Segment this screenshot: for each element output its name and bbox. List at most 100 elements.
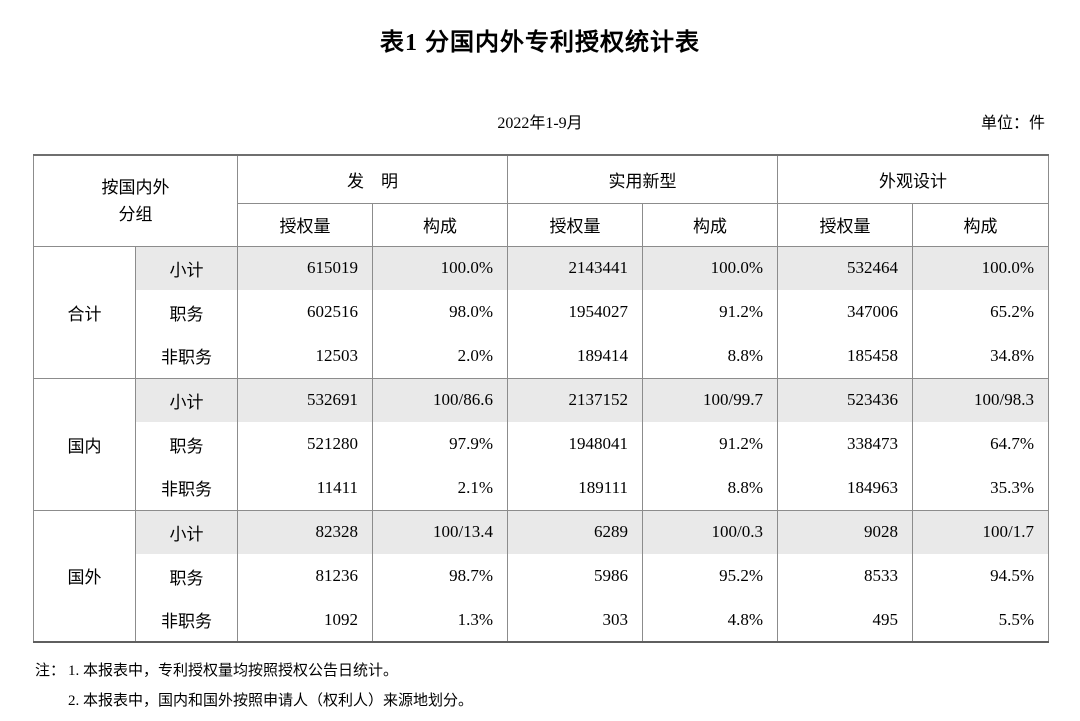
table-row: 非职务 12503 2.0% 189414 8.8% 185458 34.8% [34, 334, 1049, 378]
footnote-2: 2. 本报表中，国内和国外按照申请人（权利人）来源地划分。 [35, 686, 1080, 716]
cell-value: 100/1.7 [912, 509, 1049, 554]
col-utility-grants: 授权量 [507, 203, 643, 247]
footnote-indent [35, 686, 68, 716]
cell-value: 34.8% [912, 334, 1049, 378]
cell-value: 347006 [777, 290, 913, 334]
col-design-grants: 授权量 [777, 203, 913, 247]
group-label-domestic: 国内 [33, 377, 136, 510]
colgroup-design: 外观设计 [777, 155, 1049, 204]
cell-value: 521280 [237, 422, 373, 466]
row-label: 非职务 [135, 334, 238, 378]
cell-value: 185458 [777, 334, 913, 378]
table-row: 职务 602516 98.0% 1954027 91.2% 347006 65.… [34, 290, 1049, 334]
cell-value: 338473 [777, 422, 913, 466]
cell-value: 5.5% [912, 598, 1049, 642]
cell-value: 65.2% [912, 290, 1049, 334]
cell-value: 532464 [777, 245, 913, 290]
footnote-1-text: 1. 本报表中，专利授权量均按照授权公告日统计。 [68, 663, 399, 679]
header-row-groups: 按国内外 分组 发 明 实用新型 外观设计 [33, 155, 1049, 247]
cell-value: 11411 [237, 466, 373, 510]
group-label-foreign: 国外 [33, 509, 136, 642]
cell-value: 602516 [237, 290, 373, 334]
cell-value: 64.7% [912, 422, 1049, 466]
cell-value: 6289 [507, 509, 643, 554]
table-row: 非职务 11411 2.1% 189111 8.8% 184963 35.3% [34, 466, 1049, 510]
cell-value: 2.0% [372, 334, 508, 378]
cell-value: 189111 [507, 466, 643, 510]
patent-grant-table: 按国内外 分组 发 明 实用新型 外观设计 授权量 构成 授权量 构成 授权量 … [33, 154, 1049, 643]
cell-value: 97.9% [372, 422, 508, 466]
cell-value: 1092 [237, 598, 373, 642]
colgroup-invention: 发 明 [237, 155, 508, 204]
cell-value: 8533 [777, 554, 913, 598]
row-label: 小计 [135, 377, 238, 422]
row-label: 职务 [135, 290, 238, 334]
cell-value: 8.8% [642, 466, 778, 510]
cell-value: 495 [777, 598, 913, 642]
table-row: 非职务 1092 1.3% 303 4.8% 495 5.5% [34, 598, 1049, 642]
period-label: 2022年1-9月 [497, 115, 583, 132]
cell-value: 2143441 [507, 245, 643, 290]
footnote-2-text: 2. 本报表中，国内和国外按照申请人（权利人）来源地划分。 [68, 693, 474, 709]
col-invention-share: 构成 [372, 203, 508, 247]
table-row: 职务 521280 97.9% 1948041 91.2% 338473 64.… [34, 422, 1049, 466]
cell-value: 100/99.7 [642, 377, 778, 422]
cell-value: 1.3% [372, 598, 508, 642]
group-label-total: 合计 [33, 245, 136, 378]
col-design-share: 构成 [912, 203, 1049, 247]
table-row: 职务 81236 98.7% 5986 95.2% 8533 94.5% [34, 554, 1049, 598]
corner-header-line1: 按国内外 [101, 177, 170, 197]
table-row: 国外 小计 82328 100/13.4 6289 100/0.3 9028 1… [33, 509, 1049, 642]
cell-value: 100.0% [372, 245, 508, 290]
cell-value: 12503 [237, 334, 373, 378]
row-label: 职务 [135, 422, 238, 466]
row-label: 小计 [135, 245, 238, 290]
cell-value: 303 [507, 598, 643, 642]
cell-value: 8.8% [642, 334, 778, 378]
row-label: 职务 [135, 554, 238, 598]
header-row-subcolumns: 授权量 构成 授权量 构成 授权量 构成 [34, 203, 1049, 247]
footnote-prefix: 注： [35, 663, 66, 679]
footnote-1: 注： 1. 本报表中，专利授权量均按照授权公告日统计。 [35, 656, 1080, 686]
cell-value: 94.5% [912, 554, 1049, 598]
col-invention-grants: 授权量 [237, 203, 373, 247]
cell-value: 100.0% [912, 245, 1049, 290]
cell-value: 532691 [237, 377, 373, 422]
cell-value: 2137152 [507, 377, 643, 422]
cell-value: 100/13.4 [372, 509, 508, 554]
cell-value: 5986 [507, 554, 643, 598]
corner-header-line2: 分组 [118, 204, 153, 224]
cell-value: 100/98.3 [912, 377, 1049, 422]
cell-value: 95.2% [642, 554, 778, 598]
cell-value: 91.2% [642, 290, 778, 334]
row-label: 非职务 [135, 598, 238, 642]
row-label: 小计 [135, 509, 238, 554]
cell-value: 98.0% [372, 290, 508, 334]
row-label: 非职务 [135, 466, 238, 510]
cell-value: 9028 [777, 509, 913, 554]
cell-value: 100.0% [642, 245, 778, 290]
page-title: 表1 分国内外专利授权统计表 [380, 30, 700, 56]
unit-label: 单位：件 [980, 115, 1045, 132]
table-row: 国内 小计 532691 100/86.6 2137152 100/99.7 5… [33, 377, 1049, 510]
col-utility-share: 构成 [642, 203, 778, 247]
cell-value: 615019 [237, 245, 373, 290]
cell-value: 98.7% [372, 554, 508, 598]
table-meta-row: 2022年1-9月 单位：件 [33, 109, 1047, 132]
table-row: 合计 小计 615019 100.0% 2143441 100.0% 53246… [33, 245, 1049, 378]
cell-value: 100/86.6 [372, 377, 508, 422]
cell-value: 4.8% [642, 598, 778, 642]
cell-value: 184963 [777, 466, 913, 510]
colgroup-utility-model: 实用新型 [507, 155, 778, 204]
cell-value: 1954027 [507, 290, 643, 334]
corner-header: 按国内外 分组 [33, 155, 238, 247]
cell-value: 1948041 [507, 422, 643, 466]
cell-value: 82328 [237, 509, 373, 554]
cell-value: 81236 [237, 554, 373, 598]
cell-value: 523436 [777, 377, 913, 422]
cell-value: 35.3% [912, 466, 1049, 510]
footnotes: 注： 1. 本报表中，专利授权量均按照授权公告日统计。 2. 本报表中，国内和国… [35, 656, 1080, 716]
cell-value: 2.1% [372, 466, 508, 510]
cell-value: 91.2% [642, 422, 778, 466]
